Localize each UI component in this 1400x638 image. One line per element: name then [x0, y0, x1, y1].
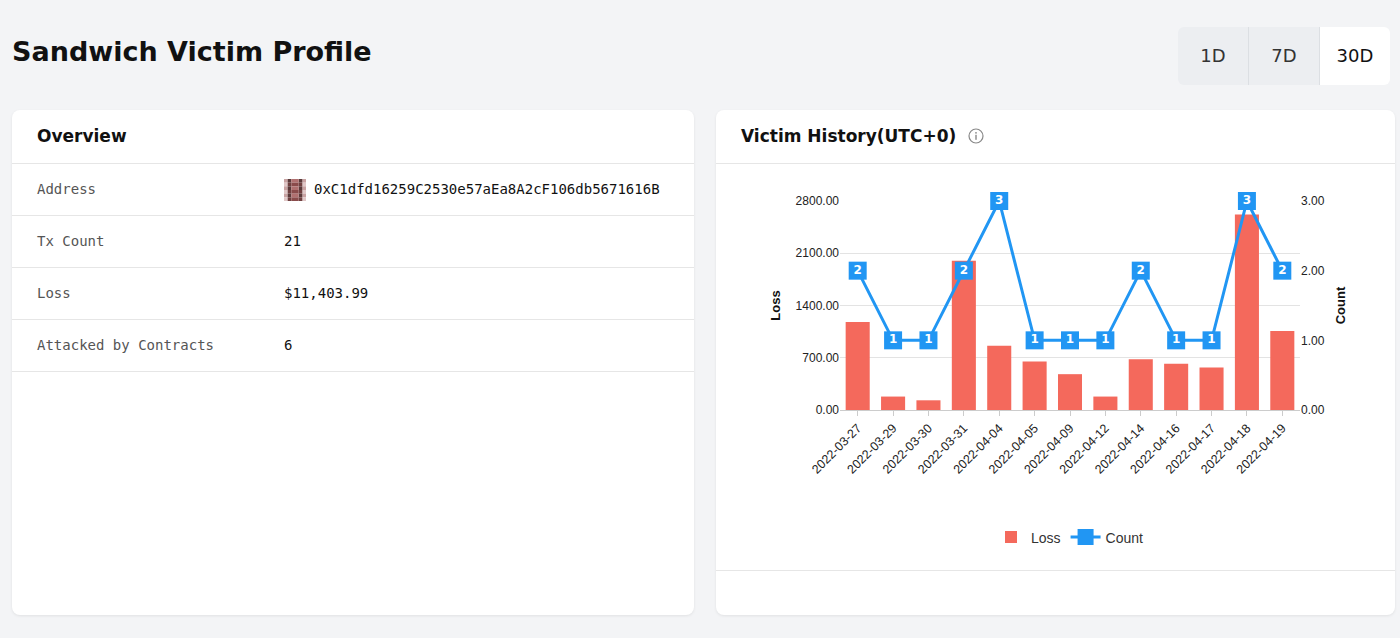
html-text:30D: 30D — [1336, 45, 1374, 66]
html-text:Victim History(UTC+0): Victim History(UTC+0) — [741, 126, 957, 146]
html-text:6: 6 — [284, 337, 293, 353]
svg-text:3: 3 — [995, 193, 1003, 207]
html-text:21: 21 — [284, 233, 301, 249]
svg-text:2022-03-27: 2022-03-27 — [809, 421, 864, 476]
svg-text:2022-04-19: 2022-04-19 — [1234, 421, 1289, 476]
html-text:Loss: Loss — [37, 285, 71, 301]
svg-text:2800.00: 2800.00 — [796, 194, 840, 208]
html-text:Overview: Overview — [37, 126, 127, 146]
svg-text:2022-04-05: 2022-04-05 — [986, 421, 1041, 476]
svg-text:2022-04-16: 2022-04-16 — [1128, 421, 1183, 476]
svg-text:2022-04-18: 2022-04-18 — [1198, 421, 1253, 476]
svg-text:700.00: 700.00 — [802, 351, 839, 365]
svg-text:Count: Count — [1106, 530, 1143, 546]
svg-text:2: 2 — [1278, 263, 1286, 277]
svg-text:Loss: Loss — [1031, 530, 1061, 546]
html-text:Attacked by Contracts: Attacked by Contracts — [37, 337, 214, 353]
html-text:Address: Address — [37, 181, 96, 197]
svg-text:3: 3 — [1243, 193, 1251, 207]
svg-text:0.00: 0.00 — [1301, 403, 1325, 417]
svg-text:2: 2 — [1137, 263, 1145, 277]
svg-text:2: 2 — [960, 263, 968, 277]
html-text:$11,403.99: $11,403.99 — [284, 285, 369, 301]
svg-text:2: 2 — [854, 263, 862, 277]
svg-text:Count: Count — [1333, 286, 1348, 324]
svg-text:Loss: Loss — [768, 290, 783, 320]
svg-text:2022-03-31: 2022-03-31 — [915, 421, 970, 476]
svg-text:2022-03-29: 2022-03-29 — [844, 421, 899, 476]
svg-text:2.00: 2.00 — [1301, 264, 1325, 278]
svg-text:2022-04-14: 2022-04-14 — [1092, 421, 1147, 476]
html-text:7D: 7D — [1271, 45, 1297, 66]
html-text:Tx Count: Tx Count — [37, 233, 105, 249]
svg-text:2022-03-30: 2022-03-30 — [880, 421, 935, 476]
svg-text:1: 1 — [1101, 332, 1109, 346]
svg-text:2022-04-09: 2022-04-09 — [1021, 421, 1076, 476]
html-text:Sandwich Victim Profile: Sandwich Victim Profile — [12, 36, 372, 67]
svg-text:1: 1 — [1066, 332, 1074, 346]
svg-text:0.00: 0.00 — [816, 403, 840, 417]
svg-text:1: 1 — [1172, 332, 1180, 346]
html-text:1D: 1D — [1200, 45, 1226, 66]
svg-text:2022-04-17: 2022-04-17 — [1163, 421, 1218, 476]
svg-text:2100.00: 2100.00 — [796, 246, 840, 260]
svg-text:2022-04-12: 2022-04-12 — [1057, 421, 1112, 476]
svg-text:1: 1 — [1030, 332, 1038, 346]
svg-text:1: 1 — [889, 332, 897, 346]
svg-text:1.00: 1.00 — [1301, 334, 1325, 348]
svg-text:1: 1 — [1207, 332, 1215, 346]
svg-text:3.00: 3.00 — [1301, 194, 1325, 208]
svg-text:1: 1 — [924, 332, 932, 346]
svg-text:2022-04-04: 2022-04-04 — [951, 421, 1006, 476]
svg-text:1400.00: 1400.00 — [796, 299, 840, 313]
html-text:0xC1dfd16259C2530e57aEa8A2cF10: 0xC1dfd16259C2530e57aEa8A2cF106db5671616… — [314, 181, 660, 197]
